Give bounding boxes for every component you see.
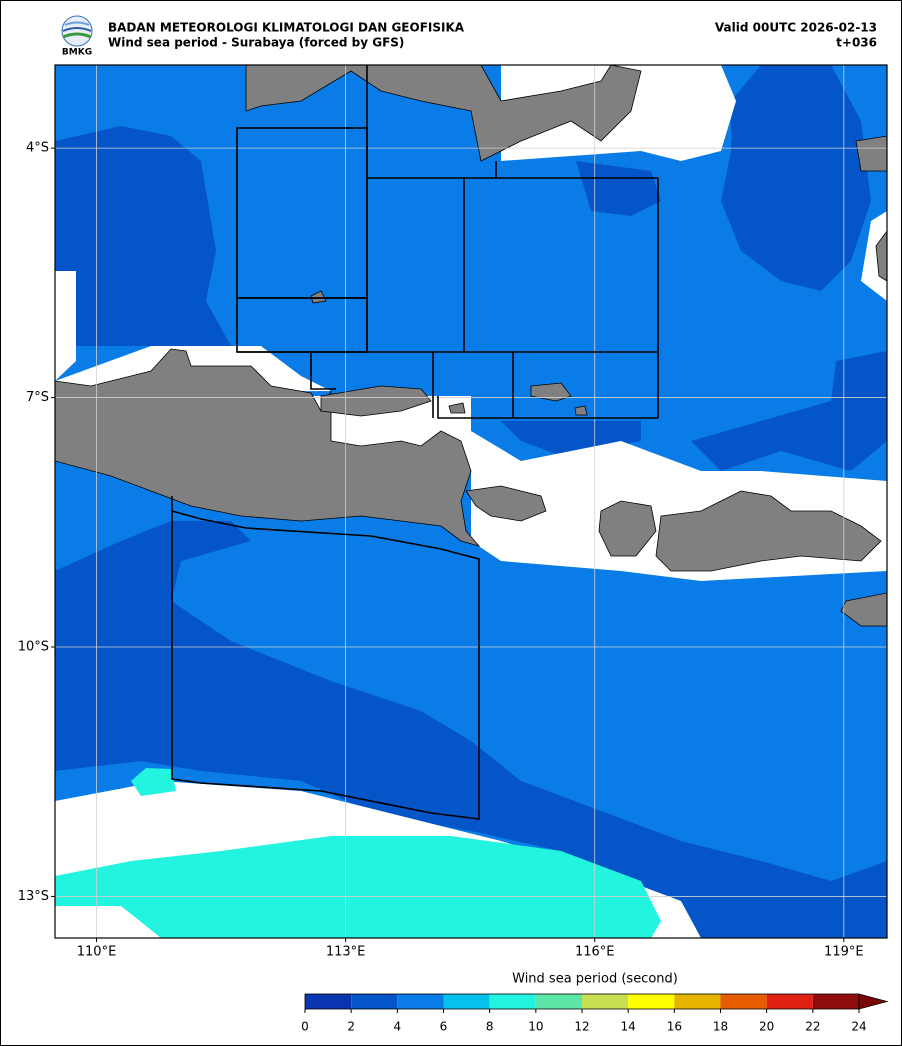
colorbar-bin — [351, 994, 398, 1009]
agency: BADAN METEOROLOGI KLIMATOLOGI DAN GEOFIS… — [108, 21, 465, 35]
land — [245, 65, 642, 162]
land — [875, 230, 887, 282]
sea-field — [55, 836, 661, 938]
lat-tick-label: 13°S — [18, 889, 49, 904]
colorbar-bin — [305, 994, 352, 1009]
land — [598, 500, 657, 557]
colorbar-bin — [443, 994, 490, 1009]
map-frame — [54, 64, 888, 939]
colorbar-bin — [397, 994, 444, 1009]
colorbar-bin — [535, 994, 582, 1009]
colorbar-tick-label: 14 — [621, 1020, 636, 1034]
lon-tick-label: 113°E — [326, 945, 366, 960]
sea-field — [691, 351, 887, 471]
land — [530, 382, 572, 402]
colorbar-bin — [628, 994, 675, 1009]
land — [55, 348, 481, 547]
colorbar-tick-label: 8 — [486, 1020, 494, 1034]
sea-field — [55, 271, 76, 381]
sea-field — [55, 126, 231, 346]
colorbar-bin — [766, 994, 813, 1009]
land — [320, 385, 432, 417]
grid — [55, 65, 887, 938]
colorbar-bin — [812, 994, 859, 1009]
sea-field — [861, 211, 887, 301]
colorbar-extend — [858, 993, 889, 1010]
colorbar-bin — [720, 994, 767, 1009]
land — [855, 135, 887, 172]
land — [465, 485, 547, 522]
colorbar-bin — [582, 994, 629, 1009]
land — [655, 490, 882, 572]
sea-field — [576, 161, 661, 216]
lon-tick-label: 116°E — [575, 945, 615, 960]
map — [55, 65, 887, 938]
logo: BMKG — [61, 15, 93, 58]
colorbar-bin — [674, 994, 721, 1009]
lon-tick-label: 119°E — [824, 945, 864, 960]
lon-tick-label: 110°E — [77, 945, 117, 960]
colorbar-tick-label: 20 — [759, 1020, 774, 1034]
land — [448, 402, 466, 414]
zone — [171, 496, 480, 820]
zone — [367, 177, 659, 419]
colorbar-bin — [489, 994, 536, 1009]
colorbar-tick-label: 18 — [713, 1020, 728, 1034]
land — [574, 405, 588, 416]
zone — [310, 352, 336, 390]
colorbar-tick-label: 0 — [301, 1020, 309, 1034]
colorbar-tick-label: 24 — [851, 1020, 866, 1034]
colorbar-tick-label: 4 — [394, 1020, 402, 1034]
colorbar-tick-label: 10 — [528, 1020, 543, 1034]
logo-text: BMKG — [62, 48, 92, 58]
lead-time: t+036 — [836, 36, 877, 50]
zones — [171, 65, 659, 820]
colorbar-tick-label: 2 — [347, 1020, 355, 1034]
sea-field — [131, 768, 176, 796]
map-title: Wind sea period - Surabaya (forced by GF… — [108, 36, 404, 50]
colorbar: 0 2 4 6 8 10 12 14 16 18 20 22 24 — [301, 993, 889, 1034]
lat-tick-label: 7°S — [26, 390, 49, 405]
valid-time: Valid 00UTC 2026-02-13 — [715, 21, 877, 35]
land — [840, 592, 887, 627]
lat-tick-label: 10°S — [18, 640, 49, 655]
colorbar-tick-label: 16 — [667, 1020, 682, 1034]
lat-tick-label: 4°S — [26, 141, 49, 156]
colorbar-label: Wind sea period (second) — [512, 972, 678, 987]
colorbar-tick-label: 6 — [440, 1020, 448, 1034]
sea-field — [721, 65, 871, 291]
land — [310, 290, 327, 304]
colorbar-tick-label: 12 — [574, 1020, 589, 1034]
colorbar-tick-label: 22 — [805, 1020, 820, 1034]
